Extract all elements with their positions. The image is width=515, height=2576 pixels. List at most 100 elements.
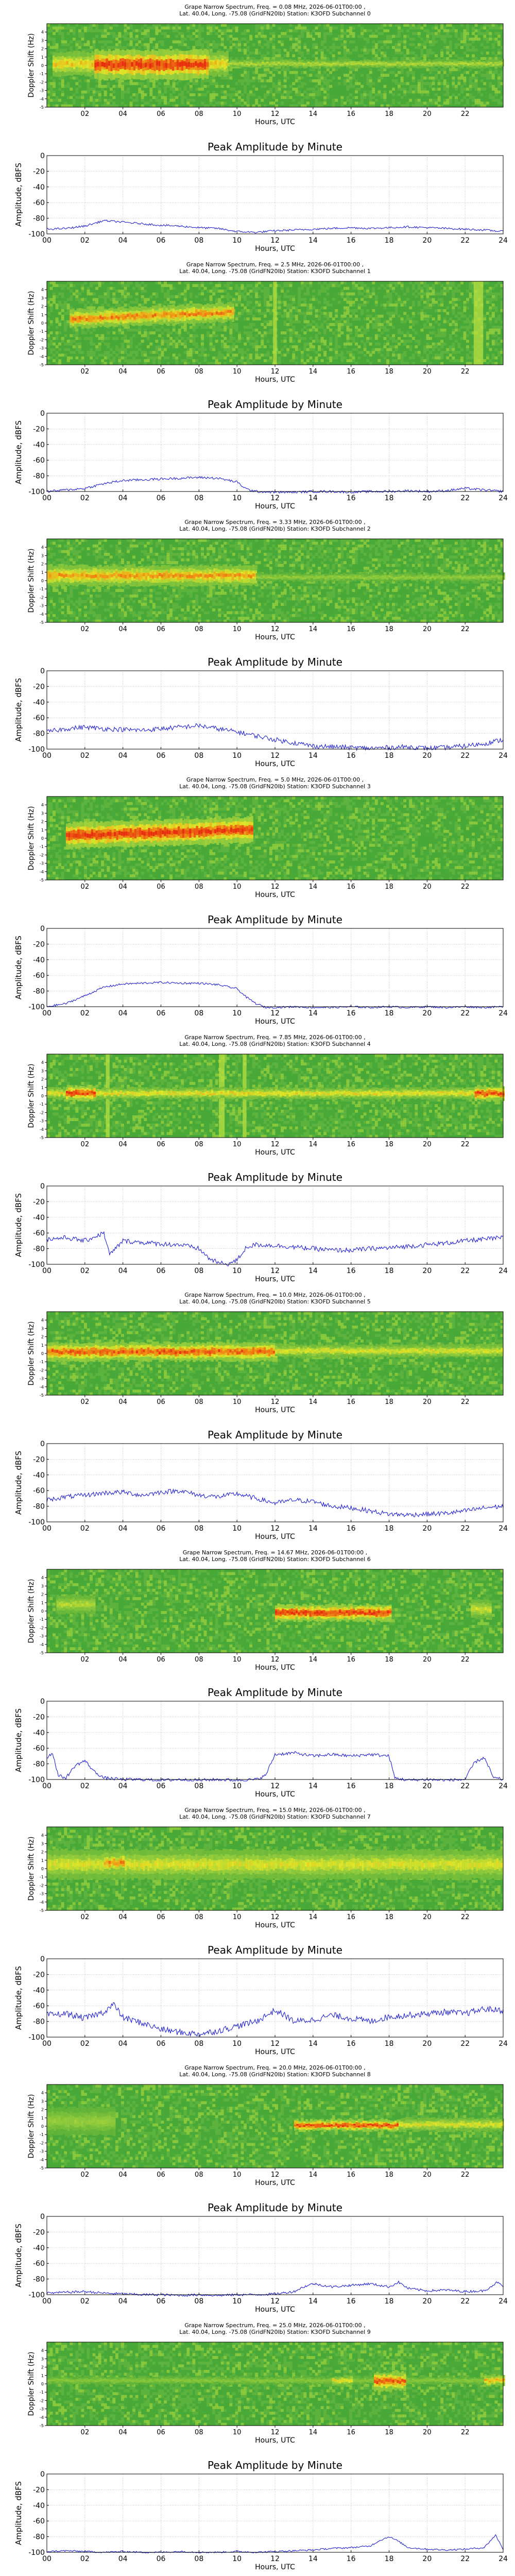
spectrogram-noise-cell	[110, 40, 113, 43]
spectrogram-noise-cell	[198, 38, 201, 41]
spectrogram-noise-cell	[494, 38, 497, 41]
spectrogram-noise-cell	[56, 96, 59, 99]
spectrogram-noise-cell	[346, 85, 349, 88]
spectrogram-noise-cell	[75, 40, 78, 43]
spectrogram-noise-cell	[204, 353, 207, 357]
spectrogram-noise-cell	[480, 57, 484, 60]
spectrogram-noise-cell	[192, 284, 195, 287]
spectrogram-noise-cell	[152, 293, 156, 296]
spectrogram-noise-cell	[466, 38, 469, 41]
spectrogram-noise-cell	[323, 71, 327, 74]
spectrogram-noise-cell	[443, 79, 447, 82]
spectrogram-noise-cell	[87, 88, 90, 91]
spectrogram-noise-cell	[403, 35, 406, 38]
spectrogram-noise-cell	[258, 96, 261, 99]
spectrogram-noise-cell	[403, 88, 406, 91]
spectrogram-noise-cell	[152, 351, 156, 354]
spectrogram-noise-cell	[75, 337, 78, 340]
spectrogram-noise-cell	[221, 345, 224, 348]
spectrogram-noise-cell	[438, 82, 441, 85]
spectrogram-noise-cell	[224, 32, 227, 35]
spectrogram-noise-cell	[227, 284, 230, 287]
spectrogram-noise-cell	[118, 329, 121, 332]
spectrogram-noise-cell	[409, 24, 412, 27]
spectrogram-noise-cell	[321, 43, 324, 46]
spectrogram-noise-cell	[147, 35, 150, 38]
spectrogram-trace-cell	[462, 63, 465, 64]
spectrogram-noise-cell	[61, 309, 64, 312]
spectrogram-noise-cell	[318, 24, 321, 27]
spectrogram-noise-cell	[327, 79, 330, 82]
spectrogram-noise-cell	[204, 298, 207, 301]
spectrogram-trace-cell	[165, 63, 168, 67]
spectrogram-noise-cell	[186, 287, 190, 290]
spectrogram-noise-cell	[67, 287, 70, 290]
spectrogram-noise-cell	[241, 293, 244, 296]
spectrogram-noise-cell	[241, 359, 244, 362]
spectrogram-noise-cell	[67, 340, 70, 343]
spectrogram-noise-cell	[147, 334, 150, 337]
spectrogram-noise-cell	[155, 329, 158, 332]
spectrogram-noise-cell	[315, 101, 318, 105]
spectrogram-noise-cell	[272, 85, 275, 88]
spectrogram-noise-cell	[292, 38, 295, 41]
spectrogram-noise-cell	[446, 99, 449, 102]
spectrogram-trace-cell	[501, 62, 504, 63]
spectrogram-noise-cell	[432, 32, 435, 35]
spectrogram-noise-cell	[70, 351, 73, 354]
spectrogram-trace-cell	[232, 63, 235, 64]
spectrogram-noise-cell	[360, 54, 364, 57]
spectrogram-trace-cell	[328, 63, 331, 64]
spectrogram-noise-cell	[381, 93, 384, 96]
spectrogram-noise-cell	[249, 91, 252, 94]
spectrogram-noise-cell	[198, 29, 201, 32]
spectrogram-noise-cell	[90, 337, 93, 340]
spectrogram-noise-cell	[87, 85, 90, 88]
spectrogram-noise-cell	[58, 32, 61, 35]
spectrogram-trace-cell	[307, 63, 310, 66]
spectrogram-noise-cell	[115, 290, 118, 293]
spectrogram-noise-cell	[198, 323, 201, 326]
spectrogram-noise-cell	[315, 74, 318, 77]
spectrogram-noise-cell	[460, 91, 464, 94]
spectrogram-noise-cell	[124, 340, 127, 343]
spectrogram-noise-cell	[195, 345, 198, 348]
spectrogram-noise-cell	[50, 65, 53, 69]
spectrogram-noise-cell	[489, 93, 492, 96]
spectrogram-noise-cell	[298, 85, 301, 88]
spectrogram-noise-cell	[483, 26, 486, 29]
spectrogram-noise-cell	[84, 91, 87, 94]
spectrogram-noise-cell	[175, 29, 178, 32]
spectrogram-noise-cell	[255, 71, 258, 74]
spectrogram-noise-cell	[455, 88, 458, 91]
spectrogram-noise-cell	[181, 38, 184, 41]
spectrogram-noise-cell	[301, 52, 304, 55]
spectrogram-noise-cell	[366, 40, 369, 43]
spectrogram-noise-cell	[258, 79, 261, 82]
spectrogram-noise-cell	[238, 340, 241, 343]
spectrogram-noise-cell	[70, 334, 73, 337]
spectrogram-noise-cell	[221, 96, 224, 99]
spectrogram-noise-cell	[469, 43, 472, 46]
spectrogram-noise-cell	[420, 43, 423, 46]
spectrogram-noise-cell	[435, 101, 438, 105]
spectrogram-xtick-label: 20	[423, 110, 432, 118]
spectrogram-noise-cell	[152, 301, 156, 304]
spectrogram-noise-cell	[101, 281, 104, 284]
amplitude-ylabel: Amplitude, dBFS	[14, 163, 23, 227]
spectrogram-noise-cell	[93, 343, 96, 346]
spectrogram-trace-cell	[312, 64, 315, 65]
spectrogram-noise-cell	[475, 35, 478, 38]
spectrogram-noise-cell	[147, 29, 150, 32]
spectrogram-noise-cell	[190, 35, 193, 38]
spectrogram-trace-cell	[451, 63, 454, 64]
spectrogram-noise-cell	[286, 68, 289, 71]
spectrogram-noise-cell	[75, 295, 78, 298]
spectrogram-noise-cell	[284, 91, 287, 94]
spectrogram-noise-cell	[398, 43, 401, 46]
spectrogram-noise-cell	[158, 329, 161, 332]
spectrogram-noise-cell	[75, 91, 78, 94]
spectrogram-noise-cell	[278, 35, 281, 38]
spectrogram-noise-cell	[169, 26, 173, 29]
spectrogram-noise-cell	[50, 93, 53, 96]
